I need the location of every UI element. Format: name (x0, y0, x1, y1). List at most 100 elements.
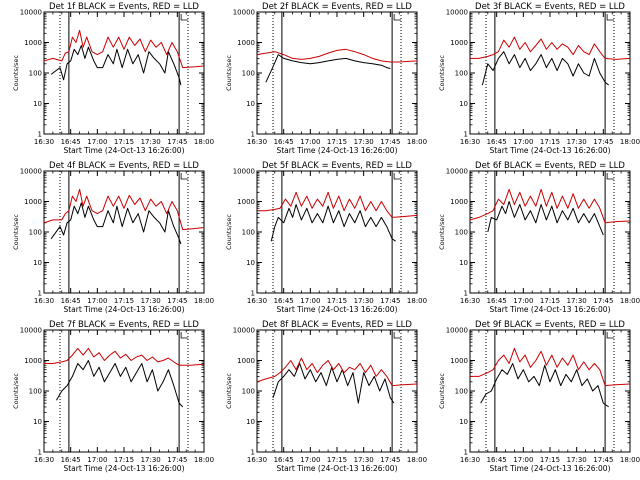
events-series-line (50, 202, 182, 245)
plot-frame (43, 329, 205, 453)
panel-title: Det 3f BLACK = Events, RED = LLD (475, 2, 625, 12)
plot-frame (469, 329, 631, 453)
marker-bracket-glyph (180, 332, 189, 339)
x-tick-label: 16:45 (61, 456, 81, 464)
y-tick-label: 10000 (20, 168, 42, 176)
y-tick-label: 10000 (233, 327, 255, 335)
x-tick-label: 16:45 (487, 297, 507, 305)
panel-det-3f: Det 3f BLACK = Events, RED = LLD 1 10 100 10… (438, 2, 640, 155)
events-series-line (272, 363, 395, 404)
y-axis-label: Counts/sec (225, 214, 233, 250)
x-tick-label: 17:15 (540, 456, 560, 464)
x-tick-label: 17:45 (593, 456, 613, 464)
y-axis-label: Counts/sec (225, 55, 233, 91)
y-tick-label: 10 (33, 259, 42, 267)
panel-title: Det 8f BLACK = Events, RED = LLD (262, 320, 412, 330)
y-tick-label: 100 (455, 229, 468, 237)
lld-series-line (43, 188, 205, 231)
panel-det-7f: Det 7f BLACK = Events, RED = LLD 1 10 100 10… (12, 320, 214, 473)
x-tick-label: 16:30 (460, 297, 480, 305)
y-tick-label: 1000 (24, 198, 42, 206)
x-tick-label: 17:15 (114, 456, 134, 464)
x-tick-label: 18:00 (407, 138, 427, 146)
x-tick-label: 16:30 (460, 456, 480, 464)
marker-bracket-glyph (180, 14, 189, 21)
x-tick-label: 16:30 (34, 138, 54, 146)
y-tick-label: 10 (246, 259, 255, 267)
x-tick-label: 17:15 (540, 297, 560, 305)
x-tick-label: 17:00 (300, 297, 320, 305)
y-tick-label: 1000 (450, 39, 468, 47)
y-tick-label: 1000 (24, 39, 42, 47)
y-tick-label: 10000 (20, 9, 42, 17)
panel-det-2f: Det 2f BLACK = Events, RED = LLD 1 10 100 10… (225, 2, 427, 155)
x-tick-label: 17:30 (141, 456, 161, 464)
marker-bracket-glyph (606, 332, 615, 339)
y-axis-label: Counts/sec (438, 55, 446, 91)
events-series-line (481, 51, 610, 86)
x-tick-label: 17:30 (567, 297, 587, 305)
y-axis-label: Counts/sec (12, 55, 20, 91)
panel-det-4f: Det 4f BLACK = Events, RED = LLD 1 10 100 10… (12, 161, 214, 314)
x-tick-label: 17:30 (567, 456, 587, 464)
x-tick-label: 17:30 (354, 456, 374, 464)
y-tick-label: 100 (29, 388, 42, 396)
panel-det-1f: Det 1f BLACK = Events, RED = LLD 1 10 100 10… (12, 2, 214, 155)
x-tick-label: 16:45 (274, 297, 294, 305)
y-tick-label: 10000 (20, 327, 42, 335)
y-axis-label: Counts/sec (438, 373, 446, 409)
lld-series-line (257, 191, 418, 218)
y-tick-label: 10 (246, 100, 255, 108)
x-tick-label: 18:00 (620, 456, 640, 464)
y-tick-label: 100 (29, 70, 42, 78)
y-tick-label: 10000 (233, 9, 255, 17)
y-tick-label: 100 (455, 388, 468, 396)
y-tick-label: 1 (251, 131, 255, 139)
x-tick-label: 16:30 (247, 138, 267, 146)
y-tick-label: 1000 (237, 357, 255, 365)
x-tick-label: 16:30 (34, 456, 54, 464)
lld-series-line (256, 357, 418, 387)
x-tick-label: 18:00 (194, 456, 214, 464)
x-tick-label: 17:00 (87, 456, 107, 464)
x-tick-label: 17:15 (327, 138, 347, 146)
x-tick-label: 16:30 (247, 456, 267, 464)
panel-det-8f: Det 8f BLACK = Events, RED = LLD 1 10 100 10… (225, 320, 427, 473)
x-tick-label: 16:45 (487, 456, 507, 464)
x-tick-label: 16:45 (274, 138, 294, 146)
x-tick-label: 17:45 (167, 138, 187, 146)
events-series-line (55, 360, 184, 408)
x-tick-label: 17:45 (380, 138, 400, 146)
x-tick-label: 17:30 (567, 138, 587, 146)
y-tick-label: 10000 (446, 9, 468, 17)
y-tick-label: 10 (33, 100, 42, 108)
y-tick-label: 10 (459, 418, 468, 426)
x-tick-label: 17:00 (513, 456, 533, 464)
y-tick-label: 1000 (237, 39, 255, 47)
y-axis-label: Counts/sec (225, 373, 233, 409)
lld-series-line (470, 347, 631, 387)
x-tick-label: 17:45 (380, 456, 400, 464)
plot-frame (469, 11, 631, 135)
panel-title: Det 6f BLACK = Events, RED = LLD (475, 161, 625, 171)
plot-frame (43, 11, 205, 135)
x-tick-label: 17:30 (141, 297, 161, 305)
marker-bracket-glyph (180, 173, 189, 180)
plot-frame (256, 11, 418, 135)
y-tick-label: 1000 (24, 357, 42, 365)
y-tick-label: 10000 (446, 168, 468, 176)
x-tick-label: 18:00 (620, 138, 640, 146)
x-axis-label: Start Time (24-Oct-13 16:26:00) (489, 305, 610, 314)
x-axis-label: Start Time (24-Oct-13 16:26:00) (276, 305, 397, 314)
lld-series-line (43, 29, 205, 69)
y-tick-label: 1 (464, 131, 468, 139)
x-tick-label: 16:45 (61, 297, 81, 305)
x-tick-label: 17:00 (300, 138, 320, 146)
x-tick-label: 17:15 (114, 297, 134, 305)
x-tick-label: 18:00 (194, 297, 214, 305)
y-tick-label: 1 (251, 449, 255, 457)
x-tick-label: 17:15 (327, 297, 347, 305)
x-tick-label: 17:15 (327, 456, 347, 464)
x-tick-label: 18:00 (407, 297, 427, 305)
x-tick-label: 16:45 (274, 456, 294, 464)
